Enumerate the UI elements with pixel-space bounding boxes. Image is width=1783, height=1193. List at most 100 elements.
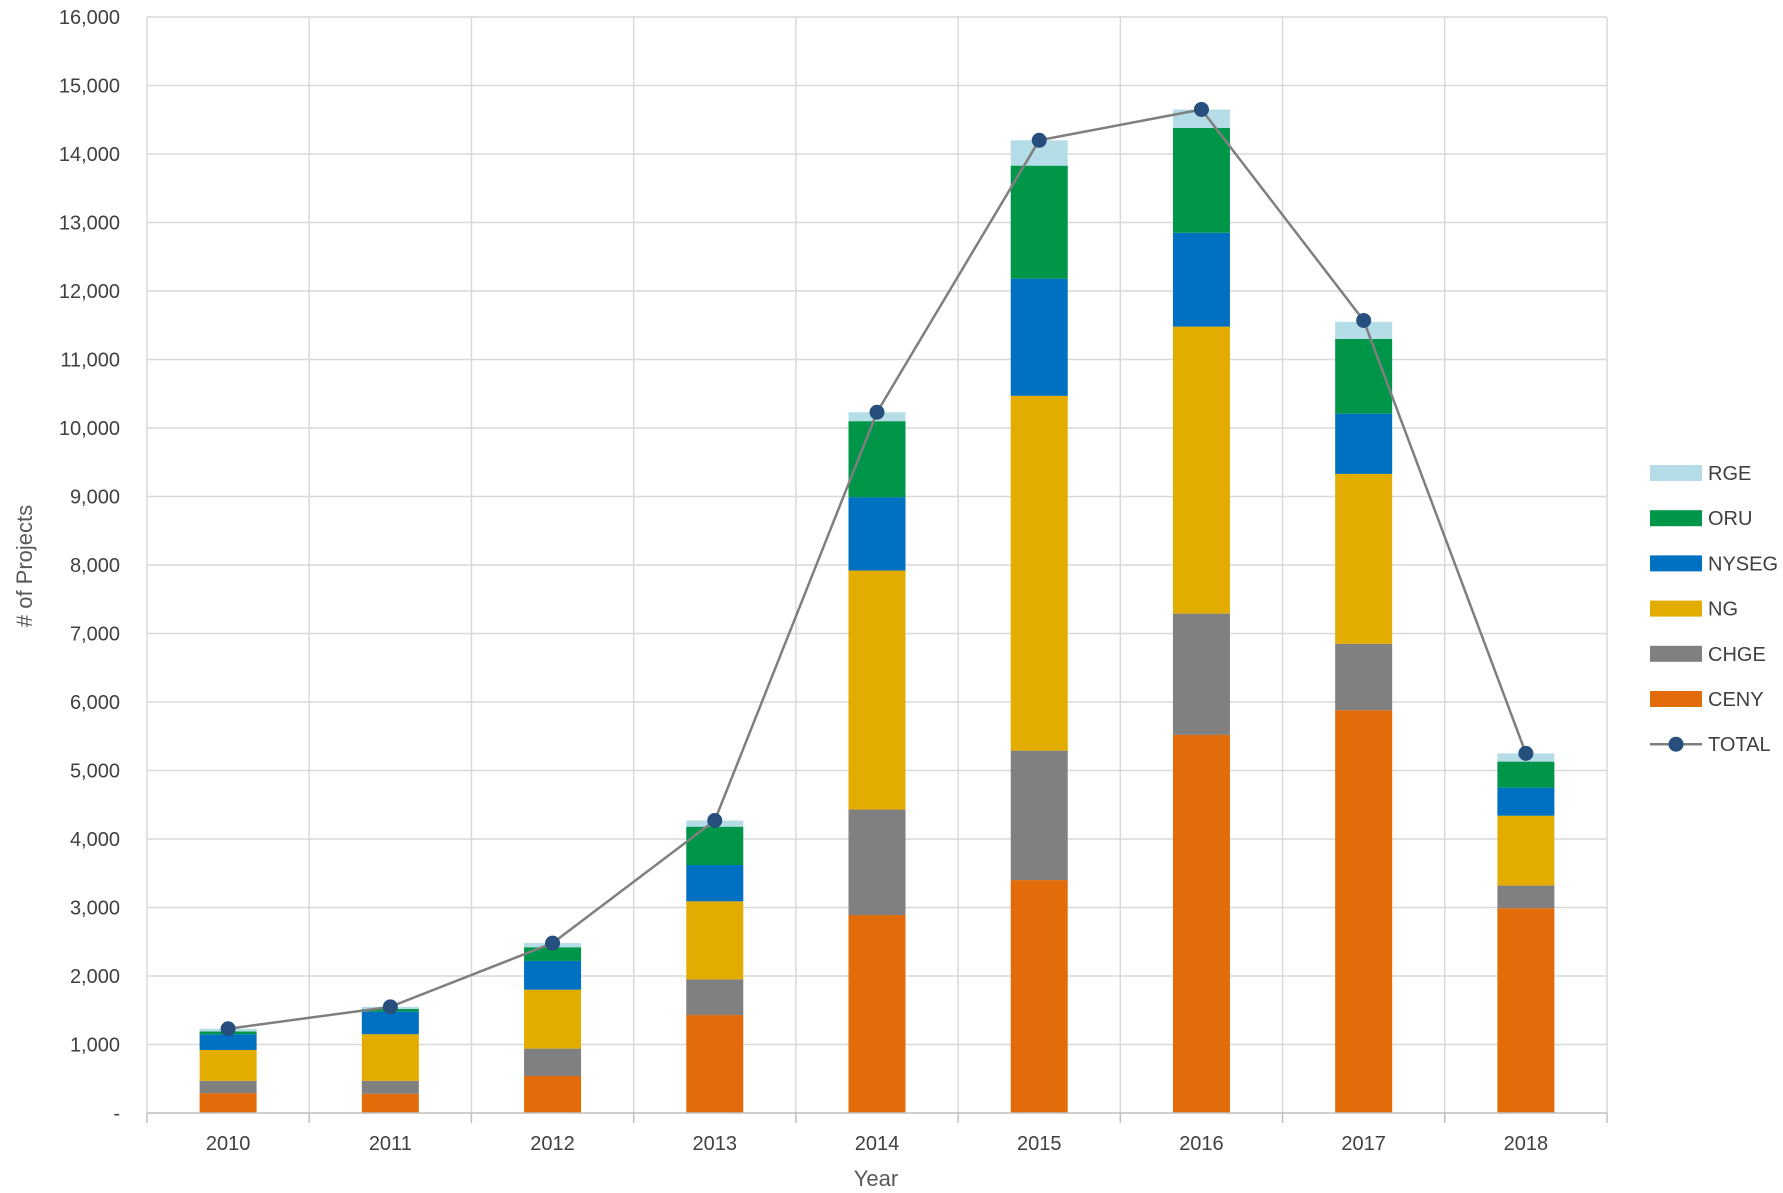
bar-ng-2015 [1010, 395, 1068, 751]
x-tick-label-2018: 2018 [1504, 1133, 1549, 1155]
total-point-2011 [382, 999, 398, 1015]
legend-label-total: TOTAL [1708, 734, 1771, 756]
bar-ceny-2011 [361, 1093, 419, 1113]
total-point-2015 [1031, 132, 1047, 148]
total-point-2010 [220, 1021, 236, 1037]
legend-swatch-oru [1650, 510, 1702, 527]
bar-chge-2015 [1010, 750, 1068, 881]
bar-ng-2012 [524, 989, 582, 1049]
x-tick-label-2010: 2010 [206, 1133, 251, 1155]
total-point-2012 [545, 935, 561, 951]
x-axis-tick-labels: 2010 2011 2012 2013 2014 2015 2016 2017 2018 [206, 1133, 1548, 1155]
bar-chge-2012 [524, 1048, 582, 1077]
bar-nyseg-2014 [848, 497, 906, 571]
bar-nyseg-2012 [524, 960, 582, 990]
y-tick-label-7: 7,000 [70, 624, 120, 646]
bar-nyseg-2015 [1010, 278, 1068, 396]
y-tick-label-13: 13,000 [59, 213, 120, 235]
bar-oru-2015 [1010, 165, 1068, 279]
bar-rge-2016 [1172, 109, 1230, 128]
y-tick-label-8: 8,000 [70, 555, 120, 577]
y-tick-label-16: 16,000 [59, 7, 120, 29]
bar-ceny-2013 [686, 1015, 744, 1113]
bar-chge-2016 [1172, 613, 1230, 735]
gridlines [146, 16, 1608, 1113]
y-tick-label-15: 15,000 [59, 76, 120, 98]
bar-ng-2013 [686, 901, 744, 980]
bar-ceny-2010 [199, 1093, 257, 1113]
bar-ceny-2012 [524, 1076, 582, 1113]
bar-rge-2017 [1335, 321, 1393, 339]
legend-swatch-chge [1650, 645, 1702, 662]
legend: RGE ORU NYSEG NG CHGE CENY TOTAL [1650, 463, 1778, 756]
bar-chge-2011 [361, 1080, 419, 1094]
x-tick-label-2016: 2016 [1179, 1133, 1224, 1155]
bar-ng-2011 [361, 1034, 419, 1081]
legend-swatch-total-marker [1668, 736, 1684, 752]
y-tick-label-9: 9,000 [70, 487, 120, 509]
bar-ng-2017 [1335, 473, 1393, 644]
legend-swatch-ng [1650, 600, 1702, 617]
bar-oru-2016 [1172, 127, 1230, 233]
x-tick-label-2011: 2011 [369, 1133, 412, 1155]
y-tick-label-0: - [113, 1103, 120, 1125]
bar-chge-2014 [848, 809, 906, 916]
bar-nyseg-2011 [361, 1011, 419, 1035]
total-point-2018 [1518, 745, 1534, 761]
bar-ng-2016 [1172, 326, 1230, 614]
y-tick-label-11: 11,000 [60, 350, 120, 372]
y-axis-tick-labels: - 1,000 2,000 3,000 4,000 5,000 6,000 7,000 8,00… [59, 7, 120, 1125]
x-tick-label-2015: 2015 [1017, 1133, 1062, 1155]
x-axis-title: Year [854, 1166, 898, 1191]
y-tick-label-5: 5,000 [70, 761, 120, 783]
y-tick-label-12: 12,000 [59, 281, 120, 303]
bar-nyseg-2013 [686, 865, 744, 902]
legend-swatch-ceny [1650, 691, 1702, 707]
y-tick-label-3: 3,000 [70, 898, 120, 920]
bar-nyseg-2017 [1335, 413, 1393, 474]
legend-label-ceny: CENY [1708, 689, 1764, 711]
bar-ng-2018 [1497, 815, 1555, 886]
bar-nyseg-2018 [1497, 787, 1555, 816]
axes [146, 1112, 1608, 1123]
legend-label-ng: NG [1708, 599, 1738, 621]
bar-ceny-2015 [1010, 880, 1068, 1113]
bar-chge-2018 [1497, 885, 1555, 909]
total-point-2014 [869, 404, 885, 420]
total-point-2016 [1193, 101, 1209, 117]
bar-oru-2018 [1497, 761, 1555, 788]
bar-ceny-2014 [848, 915, 906, 1113]
bar-oru-2017 [1335, 338, 1393, 414]
bar-oru-2012 [524, 947, 582, 961]
bar-stacks [199, 109, 1555, 1113]
legend-label-chge: CHGE [1708, 644, 1766, 666]
bar-ceny-2018 [1497, 908, 1555, 1113]
bar-chge-2013 [686, 979, 744, 1016]
y-tick-label-2: 2,000 [70, 966, 120, 988]
legend-label-nyseg: NYSEG [1708, 553, 1778, 575]
total-point-2017 [1356, 312, 1372, 328]
y-tick-label-4: 4,000 [70, 829, 120, 851]
x-tick-label-2014: 2014 [855, 1133, 900, 1155]
bar-chge-2017 [1335, 643, 1393, 711]
total-point-2013 [707, 813, 723, 829]
x-tick-label-2017: 2017 [1341, 1133, 1386, 1155]
bar-nyseg-2010 [199, 1034, 257, 1050]
legend-label-oru: ORU [1708, 508, 1752, 530]
bar-nyseg-2016 [1172, 232, 1230, 327]
bar-chge-2010 [199, 1080, 257, 1094]
x-tick-label-2012: 2012 [530, 1133, 575, 1155]
total-line-series [220, 101, 1534, 1037]
bar-oru-2013 [686, 826, 744, 866]
y-tick-label-14: 14,000 [59, 144, 120, 166]
bar-ceny-2017 [1335, 710, 1393, 1113]
y-tick-label-1: 1,000 [70, 1035, 120, 1057]
y-tick-label-6: 6,000 [70, 692, 120, 714]
bar-ng-2014 [848, 570, 906, 810]
y-tick-label-10: 10,000 [59, 418, 120, 440]
x-tick-label-2013: 2013 [693, 1133, 738, 1155]
legend-swatch-rge [1650, 465, 1702, 481]
legend-swatch-nyseg [1650, 555, 1702, 572]
y-axis-title: # of Projects [12, 505, 37, 627]
